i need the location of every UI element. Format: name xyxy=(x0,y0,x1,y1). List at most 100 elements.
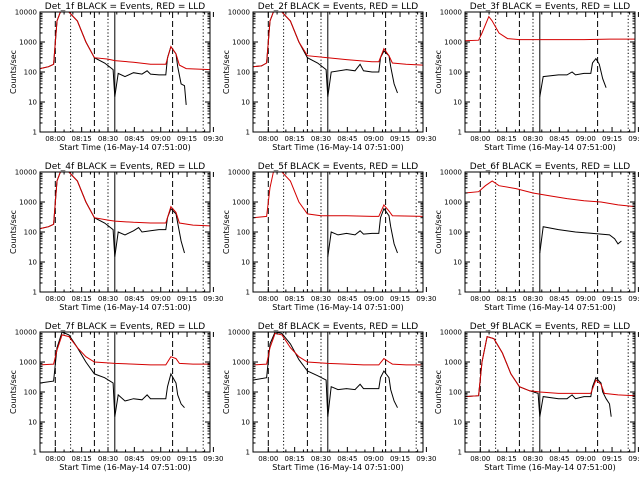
x-tick-label: 08:15 xyxy=(72,455,92,463)
series-line-events xyxy=(40,12,187,105)
x-tick-label: 08:30 xyxy=(311,295,331,303)
y-tick-label: 10 xyxy=(241,419,250,427)
x-tick-label: 08:00 xyxy=(45,455,65,463)
series-line-events xyxy=(40,172,185,257)
y-axis-label: Counts/sec xyxy=(434,50,443,94)
x-tick-label: 08:30 xyxy=(98,135,118,143)
y-axis-label: Counts/sec xyxy=(222,210,231,254)
y-tick-label: 1000 xyxy=(232,39,250,47)
plot-frame xyxy=(39,331,211,453)
y-tick-label: 10000 xyxy=(15,329,37,337)
plot-frame xyxy=(39,11,211,133)
y-tick-label: 100 xyxy=(237,389,250,397)
series-line-lld xyxy=(40,334,210,366)
plot-frame xyxy=(464,11,636,133)
x-tick-label: 09:30 xyxy=(628,135,640,143)
x-tick-label: 09:00 xyxy=(151,135,171,143)
x-tick-label: 09:15 xyxy=(602,135,622,143)
x-tick-label: 09:00 xyxy=(576,295,596,303)
y-tick-label: 100 xyxy=(24,69,37,77)
y-axis-label: Counts/sec xyxy=(222,50,231,94)
series-line-events xyxy=(40,332,185,417)
y-axis-label: Counts/sec xyxy=(222,370,231,414)
x-tick-label: 08:30 xyxy=(98,295,118,303)
series-line-events xyxy=(327,207,398,257)
series-line-events xyxy=(539,226,622,254)
x-tick-label: 08:15 xyxy=(72,135,92,143)
x-tick-label: 08:45 xyxy=(549,135,569,143)
panel-9: Det_9f BLACK = Events, RED = LLD 1 10 100 10… xyxy=(434,322,640,472)
x-tick-label: 09:15 xyxy=(177,455,197,463)
y-axis-label: Counts/sec xyxy=(434,370,443,414)
y-axis-label: Counts/sec xyxy=(9,370,18,414)
x-tick-label: 08:00 xyxy=(258,295,278,303)
series-line-lld xyxy=(465,180,635,208)
y-tick-label: 10 xyxy=(28,99,37,107)
y-tick-label: 10 xyxy=(453,99,462,107)
plot-frame xyxy=(464,171,636,293)
x-axis-label: Start Time (16-May-14 07:51:00) xyxy=(59,463,190,472)
series-line-lld xyxy=(253,172,423,219)
x-tick-label: 08:30 xyxy=(311,135,331,143)
y-tick-label: 10000 xyxy=(440,9,462,17)
x-tick-label: 08:45 xyxy=(549,295,569,303)
x-tick-label: 09:00 xyxy=(364,455,384,463)
x-tick-label: 08:45 xyxy=(337,295,357,303)
y-tick-label: 1 xyxy=(33,449,37,457)
y-tick-label: 1000 xyxy=(19,199,37,207)
x-tick-label: 09:00 xyxy=(364,135,384,143)
x-tick-label: 08:15 xyxy=(497,295,517,303)
x-tick-label: 09:30 xyxy=(203,455,223,463)
y-tick-label: 10 xyxy=(28,419,37,427)
x-tick-label: 08:30 xyxy=(523,455,543,463)
y-tick-label: 1 xyxy=(246,289,250,297)
y-tick-label: 10000 xyxy=(440,169,462,177)
x-tick-label: 08:15 xyxy=(285,135,305,143)
y-tick-label: 100 xyxy=(449,229,462,237)
y-tick-label: 10000 xyxy=(228,9,250,17)
series-line-lld xyxy=(465,15,635,42)
y-tick-label: 10 xyxy=(453,419,462,427)
y-tick-label: 10 xyxy=(241,259,250,267)
x-tick-label: 09:30 xyxy=(628,295,640,303)
x-tick-label: 09:30 xyxy=(203,295,223,303)
y-tick-label: 1 xyxy=(33,289,37,297)
y-tick-label: 10000 xyxy=(15,9,37,17)
y-tick-label: 100 xyxy=(237,69,250,77)
y-tick-label: 1 xyxy=(33,129,37,137)
x-tick-label: 09:15 xyxy=(390,135,410,143)
x-tick-label: 08:45 xyxy=(124,455,144,463)
x-tick-label: 08:45 xyxy=(549,455,569,463)
plot-frame xyxy=(252,171,424,293)
x-tick-label: 08:45 xyxy=(124,295,144,303)
y-tick-label: 10 xyxy=(28,259,37,267)
x-tick-label: 08:15 xyxy=(72,295,92,303)
panel-6: Det_6f BLACK = Events, RED = LLD 1 10 100 10… xyxy=(434,162,640,312)
series-line-events xyxy=(253,12,398,97)
x-tick-label: 08:00 xyxy=(258,455,278,463)
y-tick-label: 1 xyxy=(458,129,462,137)
panel-title: Det_2f BLACK = Events, RED = LLD xyxy=(258,2,418,12)
x-tick-label: 08:45 xyxy=(337,455,357,463)
panel-title: Det_4f BLACK = Events, RED = LLD xyxy=(45,162,205,172)
x-tick-label: 09:15 xyxy=(177,135,197,143)
y-tick-label: 10000 xyxy=(15,169,37,177)
x-axis-label: Start Time (16-May-14 07:51:00) xyxy=(59,303,190,312)
panel-4: Det_4f BLACK = Events, RED = LLD 1 10 100 10… xyxy=(9,162,223,312)
x-axis-label: Start Time (16-May-14 07:51:00) xyxy=(484,303,615,312)
y-axis-label: Counts/sec xyxy=(9,50,18,94)
y-tick-label: 1000 xyxy=(19,39,37,47)
x-tick-label: 09:15 xyxy=(390,455,410,463)
plot-frame xyxy=(39,171,211,293)
plot-frame xyxy=(252,331,424,453)
y-axis-label: Counts/sec xyxy=(434,210,443,254)
y-tick-label: 1 xyxy=(246,129,250,137)
y-tick-label: 1 xyxy=(246,449,250,457)
x-axis-label: Start Time (16-May-14 07:51:00) xyxy=(484,463,615,472)
plot-frame xyxy=(464,331,636,453)
x-tick-label: 08:00 xyxy=(470,455,490,463)
y-tick-label: 100 xyxy=(449,69,462,77)
x-tick-label: 09:15 xyxy=(602,455,622,463)
y-axis-label: Counts/sec xyxy=(9,210,18,254)
